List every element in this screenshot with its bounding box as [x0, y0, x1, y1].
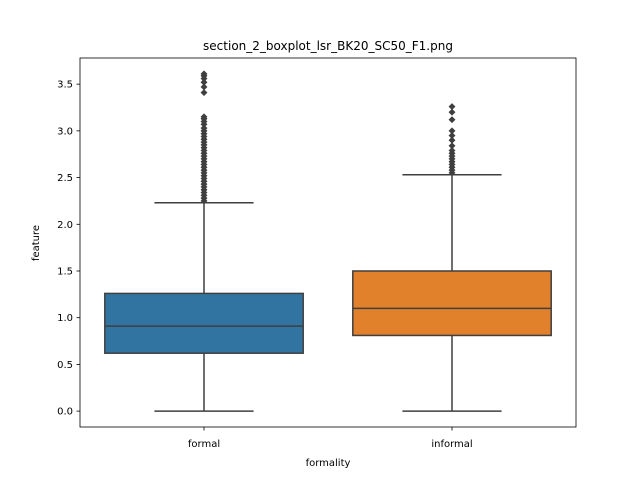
outlier-point — [448, 131, 456, 140]
y-tick-label: 2.5 — [57, 173, 73, 184]
plot-area — [104, 70, 552, 412]
outlier-point — [448, 108, 456, 116]
y-tick-label: 1.0 — [57, 313, 73, 324]
outlier-point — [448, 127, 456, 135]
y-tick-label: 2.0 — [57, 220, 73, 231]
y-tick-label: 1.5 — [57, 266, 73, 277]
x-tick-label: informal — [431, 439, 472, 450]
outlier-point — [448, 146, 456, 155]
x-axis-label: formality — [306, 458, 351, 469]
outlier-point — [448, 116, 456, 124]
outlier-point — [200, 124, 208, 132]
outlier-point — [448, 136, 456, 144]
outlier-point — [200, 113, 208, 121]
outlier-point — [200, 78, 208, 86]
y-tick-label: 3.5 — [57, 80, 73, 91]
outlier-point — [448, 142, 456, 150]
box-informal — [352, 270, 552, 337]
outlier-point — [200, 83, 208, 91]
axes-frame — [79, 57, 577, 428]
outlier-point — [200, 70, 208, 78]
outlier-point — [448, 103, 456, 111]
x-tick-label: formal — [188, 439, 220, 450]
y-tick-label: 3.0 — [57, 126, 73, 137]
y-axis-label: feature — [31, 225, 42, 261]
outlier-point — [200, 89, 208, 97]
y-tick-label: 0.0 — [57, 407, 73, 418]
box-formal — [104, 292, 304, 354]
chart-title: section_2_boxplot_lsr_BK20_SC50_F1.png — [203, 39, 453, 53]
y-tick-label: 0.5 — [57, 360, 73, 371]
